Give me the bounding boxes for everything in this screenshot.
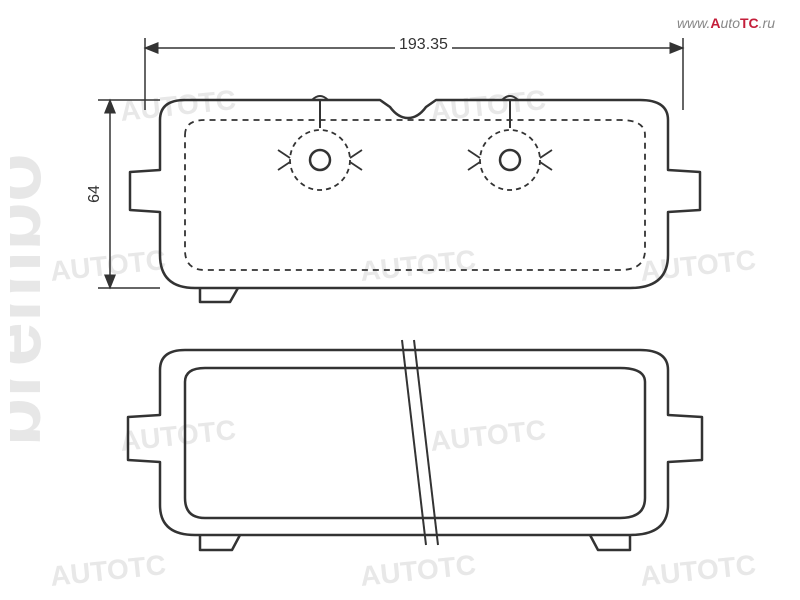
sensor-boss-left xyxy=(278,96,362,190)
height-value: 64 xyxy=(86,181,104,207)
top-pad xyxy=(130,96,700,302)
brake-pad-drawing xyxy=(0,0,800,600)
width-value: 193.35 xyxy=(395,36,452,54)
sensor-boss-right xyxy=(468,96,552,190)
bottom-pad xyxy=(128,340,702,550)
